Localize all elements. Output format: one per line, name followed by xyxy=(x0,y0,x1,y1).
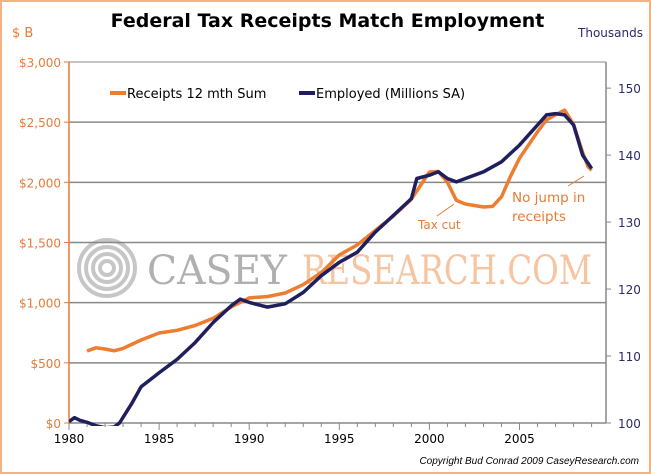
x-tick-label: 1985 xyxy=(144,432,175,446)
spiral-ring xyxy=(98,259,116,277)
series-line-employed xyxy=(69,111,594,426)
left-tick-label: $500 xyxy=(30,357,61,371)
x-tick-label: 2000 xyxy=(414,432,445,446)
right-axis-unit: Thousands xyxy=(578,26,643,40)
left-tick-label: $0 xyxy=(46,417,61,431)
spiral-ring xyxy=(77,238,137,298)
watermark-casey: CASEY xyxy=(147,248,288,294)
watermark-logo xyxy=(77,238,137,298)
left-axis-unit: $ B xyxy=(12,26,34,41)
x-tick-label: 1990 xyxy=(234,432,265,446)
annotation-arrow xyxy=(436,203,455,217)
right-tick-label: 120 xyxy=(618,283,641,297)
copyright-text: Copyright Bud Conrad 2009 CaseyResearch.… xyxy=(419,456,639,467)
left-tick-label: $1,500 xyxy=(19,237,61,251)
left-tick-label: $1,000 xyxy=(19,297,61,311)
x-tick-label: 1995 xyxy=(324,432,355,446)
right-tick-label: 110 xyxy=(618,350,641,364)
spiral-ring xyxy=(84,245,130,291)
legend-label: Employed (Millions SA) xyxy=(316,87,465,102)
left-tick-label: $2,000 xyxy=(19,176,61,190)
left-tick-label: $2,500 xyxy=(19,116,61,130)
annotation-tax-cut: Tax cut xyxy=(417,218,461,232)
x-tick-label: 1980 xyxy=(54,432,85,446)
left-tick-label: $3,000 xyxy=(19,56,61,70)
x-tick-label: 2005 xyxy=(504,432,535,446)
annotation-no-jump: No jump in xyxy=(512,190,585,206)
annotation-receipts: receipts xyxy=(512,209,566,225)
chart-title: Federal Tax Receipts Match Employment xyxy=(110,10,545,32)
right-tick-label: 130 xyxy=(618,216,641,230)
right-tick-label: 140 xyxy=(618,149,641,163)
spiral-ring xyxy=(91,252,123,284)
watermark-research: RESEARCH.COM xyxy=(302,248,592,294)
right-tick-label: 100 xyxy=(618,417,641,431)
legend-label: Receipts 12 mth Sum xyxy=(127,87,266,102)
right-tick-label: 150 xyxy=(618,82,641,96)
annotation-arrow xyxy=(567,175,585,187)
